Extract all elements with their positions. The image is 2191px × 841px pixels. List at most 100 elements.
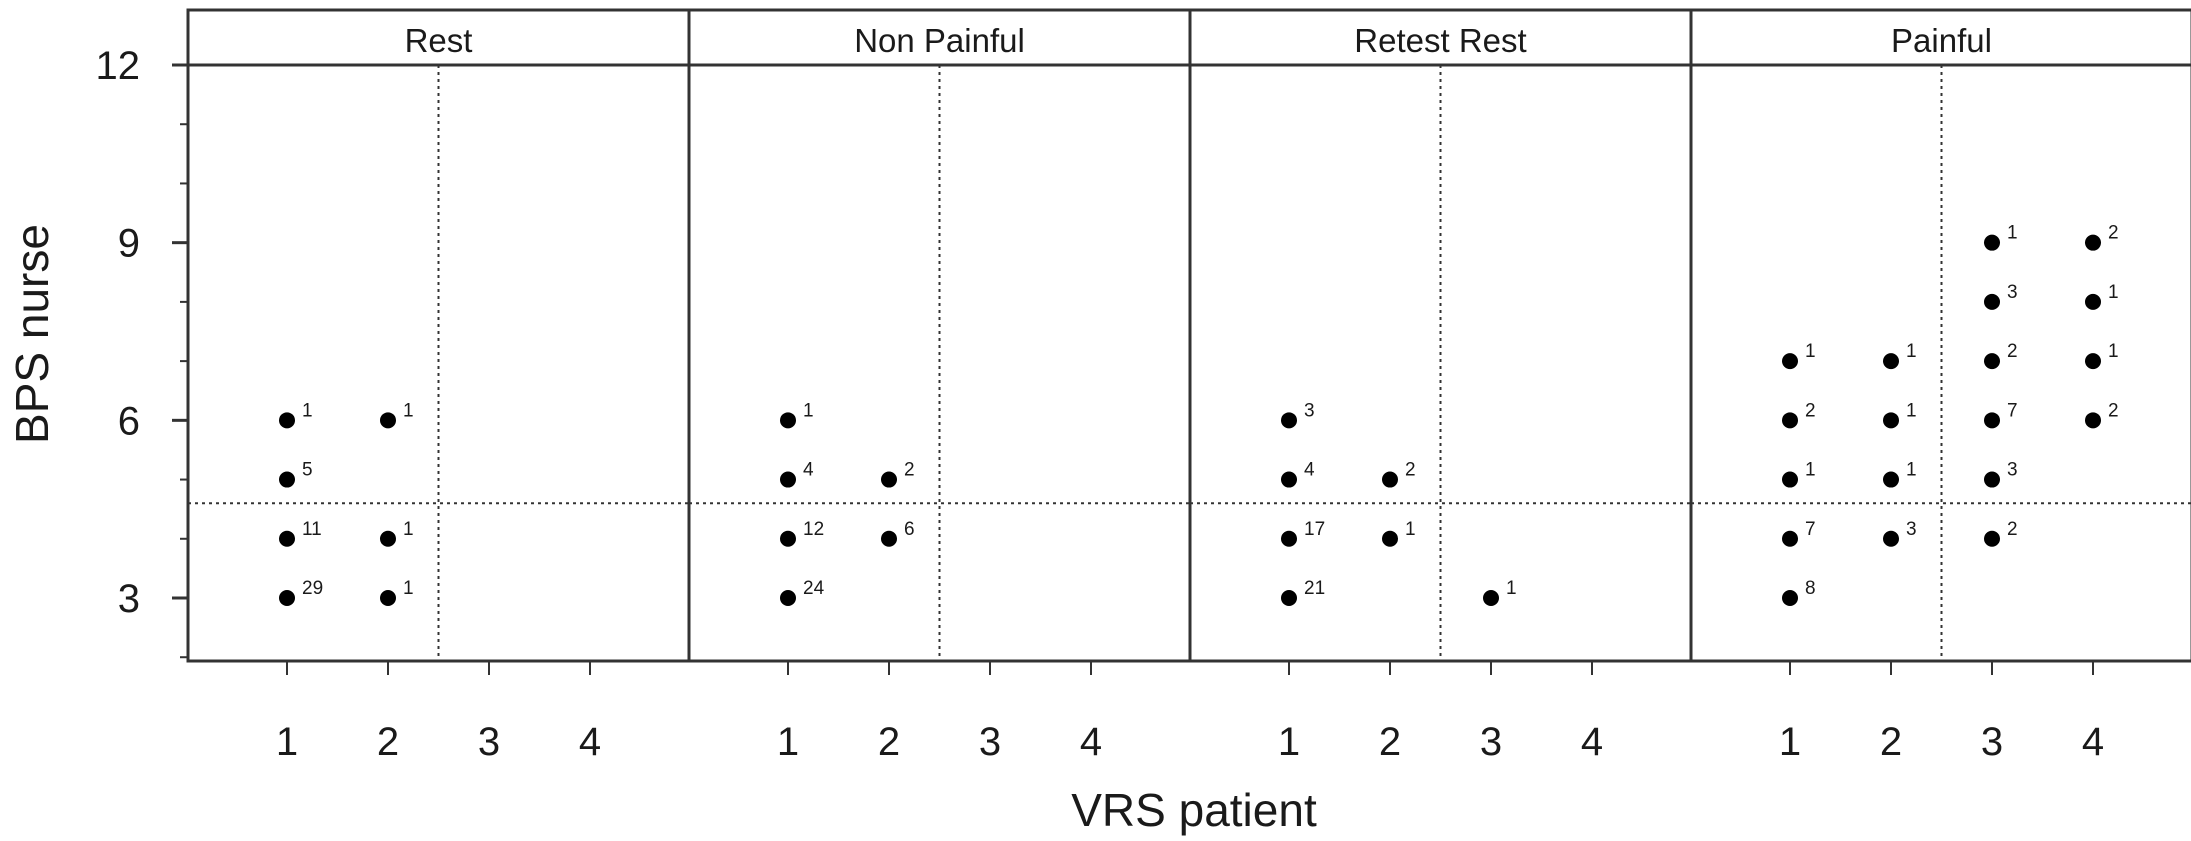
x-tick-label: 2 xyxy=(878,720,900,764)
point-count-label: 1 xyxy=(403,578,414,599)
point-count-label: 7 xyxy=(2007,400,2018,421)
data-point xyxy=(1984,234,2000,251)
point-count-label: 3 xyxy=(2007,460,2018,481)
data-point xyxy=(279,530,295,547)
data-point xyxy=(1782,353,1798,370)
panel-title: Rest xyxy=(405,22,473,59)
data-point xyxy=(1984,353,2000,370)
point-count-label: 2 xyxy=(904,460,915,481)
point-count-label: 3 xyxy=(1906,519,1917,540)
data-point xyxy=(1483,590,1499,606)
data-point xyxy=(1382,530,1398,547)
data-point xyxy=(1782,412,1798,429)
point-count-label: 1 xyxy=(1906,400,1917,421)
data-point xyxy=(1281,530,1297,547)
x-tick-label: 4 xyxy=(2082,720,2104,764)
panel-title: Painful xyxy=(1891,22,1992,59)
data-point xyxy=(279,471,295,488)
point-count-label: 1 xyxy=(1805,341,1816,362)
data-point xyxy=(1883,471,1899,488)
data-point xyxy=(2085,293,2101,310)
point-count-label: 3 xyxy=(2007,282,2018,303)
data-point xyxy=(380,590,396,606)
x-tick-label: 4 xyxy=(1080,720,1102,764)
data-point xyxy=(1984,293,2000,310)
data-point xyxy=(881,530,897,547)
y-axis: 3 6 9 12 xyxy=(96,44,188,659)
y-axis-label: BPS nurse xyxy=(6,224,58,444)
x-tick-label: 3 xyxy=(1981,720,2003,764)
data-point xyxy=(780,412,796,429)
y-tick-label: 6 xyxy=(118,399,140,443)
panel-title: Retest Rest xyxy=(1354,22,1526,59)
data-point xyxy=(2085,353,2101,370)
data-point xyxy=(1984,412,2000,429)
point-count-label: 1 xyxy=(2007,223,2018,244)
point-count-label: 2 xyxy=(2007,519,2018,540)
data-point xyxy=(2085,234,2101,251)
data-point xyxy=(780,590,796,606)
data-point xyxy=(1382,471,1398,488)
data-point xyxy=(1984,471,2000,488)
point-count-label: 1 xyxy=(1506,578,1517,599)
x-tick-label: 2 xyxy=(1880,720,1902,764)
point-count-label: 2 xyxy=(1805,400,1816,421)
data-point xyxy=(1883,412,1899,429)
y-tick-label: 3 xyxy=(118,577,140,621)
point-count-label: 1 xyxy=(2108,341,2119,362)
point-count-label: 1 xyxy=(1805,460,1816,481)
x-tick-label: 3 xyxy=(478,720,500,764)
point-count-label: 2 xyxy=(2007,341,2018,362)
data-point xyxy=(1782,590,1798,606)
x-tick-label: 2 xyxy=(1379,720,1401,764)
data-point xyxy=(380,530,396,547)
x-tick-label: 1 xyxy=(276,720,298,764)
point-count-label: 5 xyxy=(302,460,313,481)
data-point xyxy=(881,471,897,488)
x-tick-label: 3 xyxy=(1480,720,1502,764)
data-point xyxy=(1782,471,1798,488)
y-tick-label: 12 xyxy=(96,44,141,88)
data-point xyxy=(1281,590,1297,606)
point-count-label: 6 xyxy=(904,519,915,540)
data-point xyxy=(279,412,295,429)
panel-title: Non Painful xyxy=(854,22,1025,59)
x-tick-label: 1 xyxy=(777,720,799,764)
panel-4: Painful 1 2 3 4 1 2 1 7 8 1 1 1 3 1 3 2 7 3 2 2 1 1 2 xyxy=(1689,8,2191,764)
point-count-label: 2 xyxy=(1405,460,1416,481)
point-count-label: 8 xyxy=(1805,578,1816,599)
x-tick-label: 2 xyxy=(377,720,399,764)
point-count-label: 1 xyxy=(403,400,414,421)
data-point xyxy=(2085,412,2101,429)
panel-frame xyxy=(1689,8,2191,663)
point-count-label: 4 xyxy=(1304,460,1315,481)
x-tick-label: 4 xyxy=(1581,720,1603,764)
data-point xyxy=(780,530,796,547)
x-tick-label: 1 xyxy=(1278,720,1300,764)
point-count-label: 1 xyxy=(1405,519,1416,540)
point-count-label: 2 xyxy=(2108,400,2119,421)
point-count-label: 21 xyxy=(1304,578,1325,599)
point-count-label: 17 xyxy=(1304,519,1325,540)
data-point xyxy=(380,412,396,429)
point-count-label: 1 xyxy=(803,400,814,421)
data-point xyxy=(279,590,295,606)
point-count-label: 3 xyxy=(1304,400,1315,421)
point-count-label: 24 xyxy=(803,578,825,599)
x-tick-label: 4 xyxy=(579,720,601,764)
point-count-label: 4 xyxy=(803,460,814,481)
point-count-label: 1 xyxy=(2108,282,2119,303)
point-count-label: 2 xyxy=(2108,223,2119,244)
x-tick-label: 3 xyxy=(979,720,1001,764)
point-count-label: 1 xyxy=(1906,460,1917,481)
point-count-label: 1 xyxy=(302,400,313,421)
point-count-label: 1 xyxy=(1906,341,1917,362)
point-count-label: 7 xyxy=(1805,519,1816,540)
data-point xyxy=(1984,530,2000,547)
x-tick-label: 1 xyxy=(1779,720,1801,764)
